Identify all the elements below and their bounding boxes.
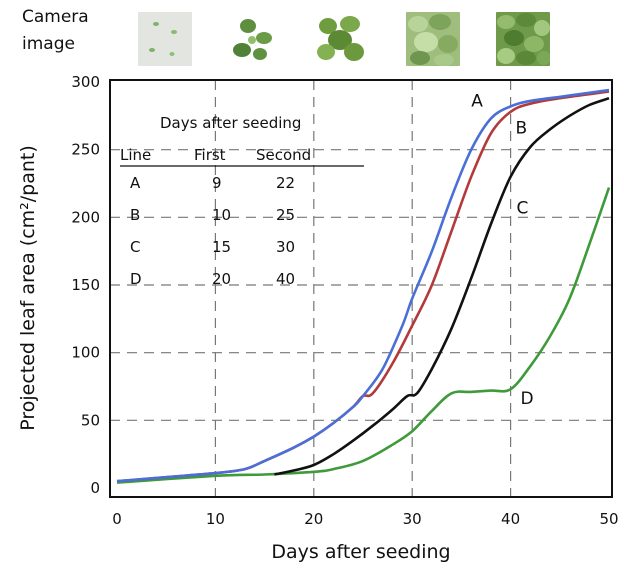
table-rows: A 9 22 B 10 25 C 15 30 D 20 40	[130, 174, 295, 288]
series-label-B: B	[516, 118, 528, 138]
table-cell-1-2: 25	[276, 206, 295, 224]
plot-frame	[109, 79, 613, 498]
series-label-D: D	[520, 389, 533, 409]
x-tick-label-10: 10	[206, 510, 225, 528]
y-tick-label-0: 0	[90, 479, 100, 497]
grid-lines	[110, 80, 612, 497]
y-tick-label-250: 250	[71, 141, 100, 159]
table-cell-1-1: 10	[212, 206, 231, 224]
series-label-C: C	[517, 198, 529, 218]
series-line-D	[116, 187, 611, 484]
table-title: Days after seeding	[160, 114, 301, 132]
table-header-line: Line	[120, 146, 151, 164]
table-header-first: First	[194, 146, 226, 164]
x-tick-label-30: 30	[403, 510, 422, 528]
medium-plant-icon	[314, 12, 368, 66]
table-cell-3-0: D	[130, 270, 142, 288]
x-tick-label-0: 0	[112, 510, 122, 528]
camera-image-label: Camera image	[22, 4, 102, 58]
camera-label-line1: Camera	[22, 7, 89, 27]
y-tick-label-100: 100	[71, 344, 100, 362]
seedling-sparse-icon	[138, 12, 192, 66]
series-lines	[116, 88, 611, 484]
dense-plant-icon	[406, 12, 460, 66]
x-tick-label-50: 50	[599, 510, 618, 528]
table-cell-0-2: 22	[276, 174, 295, 192]
series-line-A	[116, 88, 610, 483]
table-cell-0-1: 9	[212, 174, 222, 192]
series-labels: A B C D	[471, 91, 533, 409]
y-tick-label-150: 150	[71, 276, 100, 294]
y-axis-title: Projected leaf area (cm²/pant)	[17, 145, 39, 431]
table-cell-2-0: C	[130, 238, 140, 256]
series-line-C	[274, 96, 610, 476]
seeding-table: Days after seeding Line First Second A 9 2…	[120, 114, 364, 288]
full-canopy-icon	[496, 12, 550, 66]
table-cell-2-1: 15	[212, 238, 231, 256]
table-cell-3-1: 20	[212, 270, 231, 288]
x-tick-label-20: 20	[304, 510, 323, 528]
y-tick-label-300: 300	[71, 73, 100, 91]
table-cell-2-2: 30	[276, 238, 295, 256]
small-plant-icon	[226, 12, 280, 66]
series-label-A: A	[471, 91, 483, 111]
y-tick-label-200: 200	[71, 208, 100, 226]
table-cell-0-0: A	[130, 174, 141, 192]
axis-ticks: 0 10 20 30 40 50 0 50 100 150 200 250 300	[71, 73, 618, 528]
x-axis-title: Days after seeding	[271, 541, 450, 563]
table-cell-3-2: 40	[276, 270, 295, 288]
table-cell-1-0: B	[130, 206, 140, 224]
y-tick-label-50: 50	[81, 411, 100, 429]
table-header-second: Second	[256, 146, 311, 164]
camera-label-line2: image	[22, 34, 75, 54]
x-tick-label-40: 40	[501, 510, 520, 528]
